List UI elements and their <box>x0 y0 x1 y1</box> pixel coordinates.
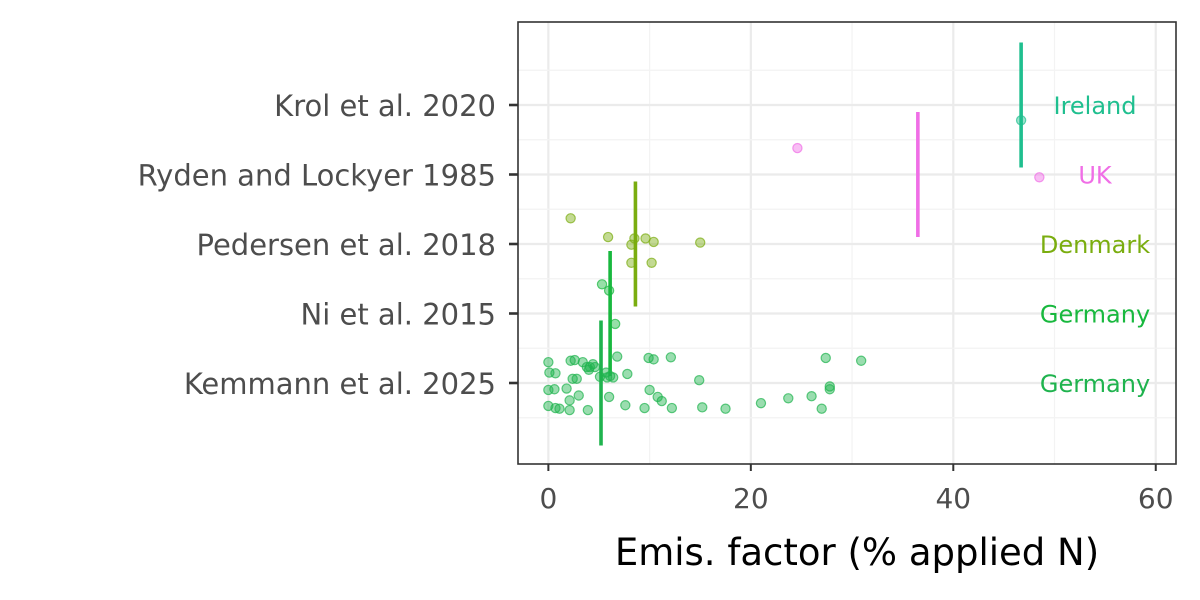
data-point <box>644 384 655 396</box>
country-labels: Ireland UK Denmark Germany Germany <box>1040 92 1150 398</box>
data-point <box>573 390 584 401</box>
grid-lines <box>518 22 1176 464</box>
data-point <box>550 368 561 379</box>
data-point <box>665 352 677 363</box>
data-point <box>596 279 608 290</box>
data-point <box>603 285 615 296</box>
data-point <box>565 213 576 224</box>
data-point <box>561 383 572 394</box>
data-point <box>648 236 659 248</box>
data-point <box>626 239 637 250</box>
data-point <box>855 355 867 366</box>
country-label: Ireland <box>1054 92 1137 120</box>
data-point <box>806 391 817 402</box>
country-label: Germany <box>1040 301 1150 329</box>
data-point <box>569 354 580 366</box>
data-point <box>656 395 667 407</box>
x-axis-title: Emis. factor (% applied N) <box>615 531 1099 574</box>
data-point <box>609 318 621 330</box>
data-point <box>629 233 640 244</box>
y-tick-label: Ni et al. 2015 <box>301 298 496 332</box>
y-tick-label: Kemmann et al. 2025 <box>184 367 496 401</box>
data-point <box>824 381 835 392</box>
x-tick-label: 0 <box>539 482 557 515</box>
y-tick-label: Pedersen et al. 2018 <box>196 228 496 262</box>
data-point <box>720 403 731 414</box>
data-point <box>622 368 633 380</box>
data-point <box>1015 115 1027 126</box>
country-label: Germany <box>1040 370 1150 398</box>
data-point <box>820 352 831 364</box>
data-point <box>583 364 595 375</box>
data-point <box>582 404 594 416</box>
data-point <box>666 402 678 414</box>
x-tick-label: 40 <box>935 482 971 515</box>
data-point <box>639 402 650 414</box>
data-point <box>612 351 623 362</box>
data-point <box>694 375 705 386</box>
data-point <box>620 400 631 411</box>
axes: 0 20 40 60 Kemmann et al. 2025 Ni et al. 2015… <box>138 89 1174 515</box>
data-point <box>567 373 578 385</box>
data-point <box>603 391 615 403</box>
data-point <box>697 402 708 413</box>
data-point <box>646 257 657 268</box>
data-point <box>755 397 767 409</box>
data-point <box>792 142 803 154</box>
data-point <box>564 395 575 406</box>
y-tick-label: Ryden and Lockyer 1985 <box>138 159 496 193</box>
data-point <box>1034 172 1045 183</box>
data-point <box>695 237 706 248</box>
data-points <box>543 115 1045 416</box>
data-point <box>564 404 575 416</box>
data-point <box>543 356 554 368</box>
y-tick-label: Krol et al. 2020 <box>274 89 496 123</box>
country-label: Denmark <box>1040 231 1150 259</box>
data-point <box>783 393 794 404</box>
x-tick-label: 60 <box>1138 482 1174 515</box>
data-point <box>554 403 565 414</box>
data-point <box>602 231 614 243</box>
data-point <box>824 384 835 395</box>
x-tick-label: 20 <box>733 482 769 515</box>
data-point <box>549 384 560 395</box>
country-label: UK <box>1078 162 1113 190</box>
data-point <box>626 257 637 268</box>
data-point <box>648 354 659 365</box>
data-point <box>589 361 601 373</box>
data-point <box>816 403 827 414</box>
data-point <box>607 372 619 383</box>
